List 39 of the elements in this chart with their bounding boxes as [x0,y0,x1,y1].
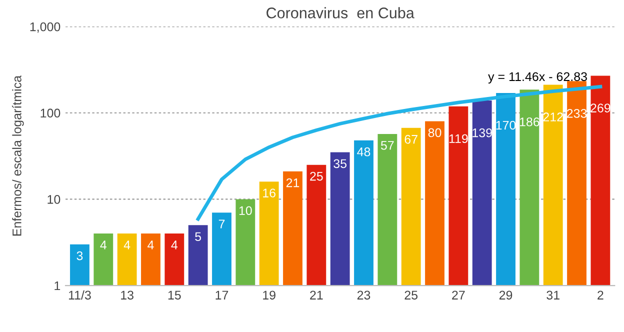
x-tick-label: 23 [357,290,370,300]
x-tick-label: 11/3 [68,290,91,300]
data-label: 4 [148,240,154,250]
data-label: 119 [449,134,468,144]
x-tick-label: 19 [263,290,276,300]
y-tick-label: 1 [54,281,60,290]
y-tick-label: 100 [40,108,60,118]
data-label: 233 [566,109,587,118]
x-tick-label: 31 [546,290,560,300]
x-tick-label: 27 [452,290,465,300]
data-label: 5 [195,232,202,242]
y-tick-label: 10 [48,195,60,204]
x-tick-label: 25 [404,290,418,300]
x-tick-label: 13 [121,290,134,300]
x-tick-label: 15 [168,290,181,300]
x-tick-label: 29 [499,290,512,300]
data-label: 48 [357,147,370,156]
x-tick-label: 2 [598,290,604,300]
data-label: 21 [286,178,300,188]
data-label: 16 [263,188,276,198]
data-label: 4 [124,240,130,250]
x-tick-label: 17 [216,290,228,300]
data-label: 80 [428,128,442,138]
x-tick-label: 21 [310,290,323,300]
data-label: 7 [218,220,225,228]
data-label: 67 [404,134,418,144]
data-label: 57 [380,141,394,150]
y-axis-title: Enfermos/ escala logarítmica [12,75,24,236]
annotation: y = 11.46x - 62.83 [488,72,587,84]
data-label: 35 [334,159,347,168]
data-label: 4 [100,240,106,250]
data-label: 10 [239,206,252,216]
data-label: 139 [472,128,492,138]
y-tick-label: 1,000 [30,22,60,33]
data-label: 170 [496,120,516,130]
data-label: 4 [171,240,178,250]
data-label: 25 [310,172,323,181]
data-label: 3 [76,251,83,260]
chart-title: Coronavirus en Cuba [266,7,414,18]
